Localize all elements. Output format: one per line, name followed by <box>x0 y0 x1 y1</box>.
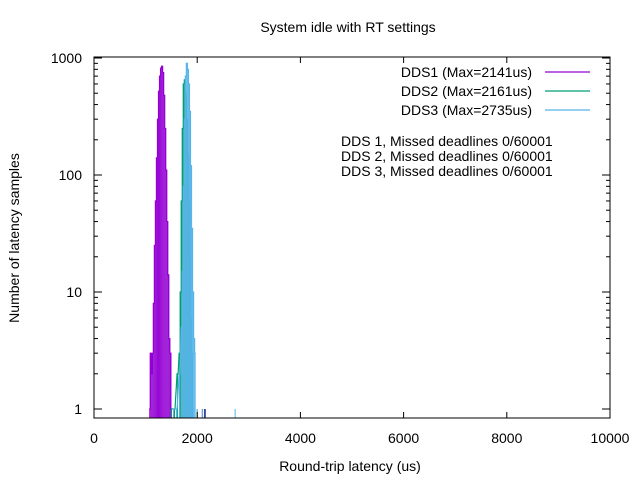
missed-deadlines-annotation: DDS 1, Missed deadlines 0/60001 <box>341 133 553 149</box>
missed-deadlines-annotation: DDS 3, Missed deadlines 0/60001 <box>341 163 553 179</box>
missed-deadlines-annotation: DDS 2, Missed deadlines 0/60001 <box>341 148 553 164</box>
x-tick-label: 6000 <box>388 430 419 446</box>
legend-label: DDS3 (Max=2735us) <box>401 102 532 118</box>
plot-border <box>93 56 611 419</box>
series-dds3 <box>172 62 236 418</box>
series-dds1 <box>149 65 205 418</box>
y-tick-label: 1000 <box>51 50 82 66</box>
y-tick-label: 1 <box>74 401 82 417</box>
legend-label: DDS1 (Max=2141us) <box>401 64 532 80</box>
x-tick-label: 2000 <box>182 430 213 446</box>
x-tick-label: 4000 <box>285 430 316 446</box>
x-tick-label: 10000 <box>591 430 630 446</box>
chart-title: System idle with RT settings <box>260 19 435 35</box>
series-line <box>149 65 172 410</box>
y-tick-label: 10 <box>66 284 82 300</box>
x-tick-label: 8000 <box>491 430 522 446</box>
x-tick-label: 0 <box>90 430 98 446</box>
x-axis-label: Round-trip latency (us) <box>279 458 421 474</box>
y-tick-label: 100 <box>59 167 83 183</box>
series-line <box>172 62 196 410</box>
legend-label: DDS2 (Max=2161us) <box>401 83 532 99</box>
y-axis-label: Number of latency samples <box>6 153 22 323</box>
